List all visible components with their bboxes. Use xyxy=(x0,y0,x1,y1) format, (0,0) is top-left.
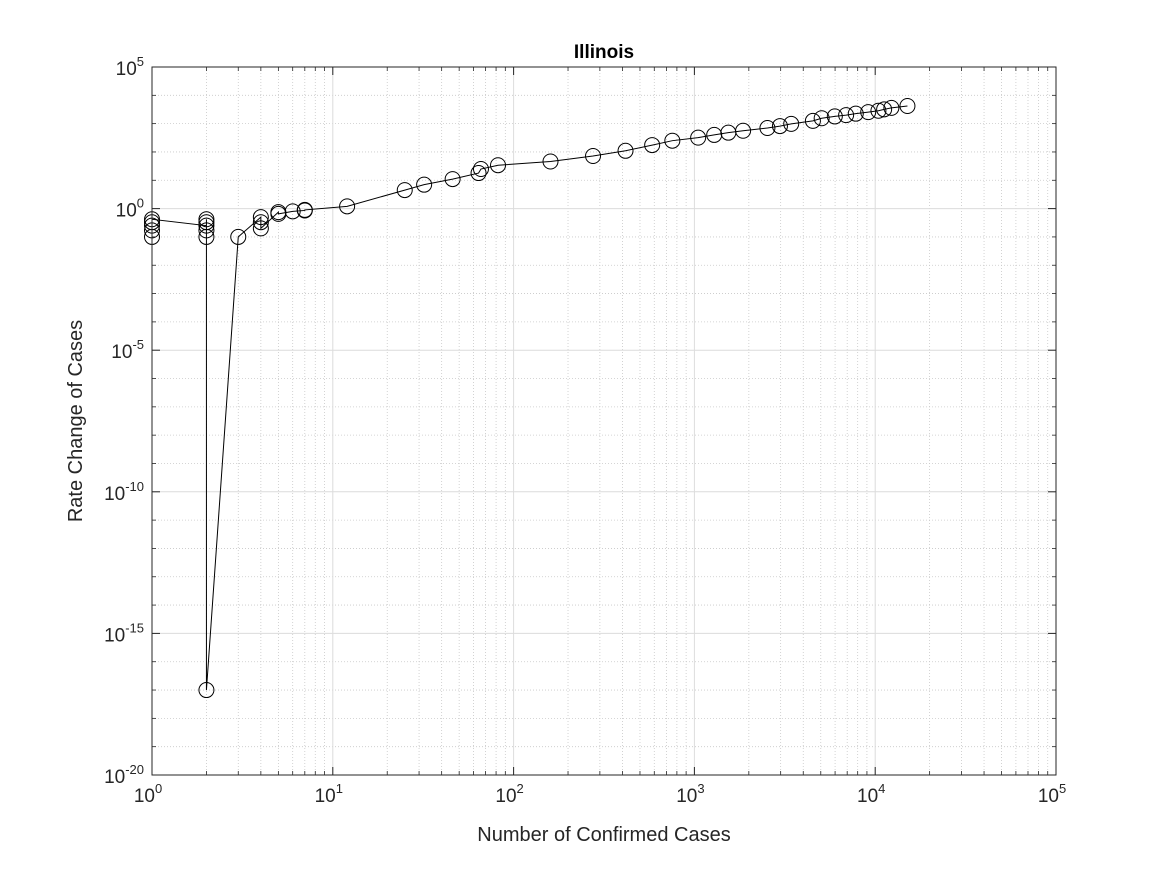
x-tick-label: 102 xyxy=(495,781,523,807)
y-tick-label: 10-20 xyxy=(104,762,144,788)
y-tick-base: 10 xyxy=(104,484,125,505)
data-point xyxy=(759,120,776,137)
y-tick-base: 10 xyxy=(116,201,137,222)
data-point xyxy=(771,118,788,135)
data-point xyxy=(783,115,800,132)
y-tick-exponent: -15 xyxy=(125,620,144,635)
data-point xyxy=(883,99,900,116)
data-point xyxy=(470,165,487,182)
y-tick-base: 10 xyxy=(104,767,125,788)
data-point xyxy=(198,682,215,699)
data-point xyxy=(252,209,269,226)
data-point xyxy=(472,161,489,178)
data-point xyxy=(585,148,602,165)
y-tick-base: 10 xyxy=(104,625,125,646)
plot-box xyxy=(151,66,1057,776)
y-axis-label: Rate Change of Cases xyxy=(65,320,87,522)
data-point xyxy=(690,129,707,146)
series-line xyxy=(151,105,908,691)
data-point xyxy=(198,211,215,228)
data-point xyxy=(396,182,413,199)
y-tick-exponent: 0 xyxy=(137,196,144,211)
y-tick-exponent: 5 xyxy=(137,54,144,69)
data-point xyxy=(252,214,269,231)
data-point xyxy=(198,222,215,239)
x-tick-exponent: 5 xyxy=(1059,781,1066,796)
data-point xyxy=(284,203,301,220)
data-point xyxy=(416,176,433,193)
data-point xyxy=(198,217,215,234)
tick-marks xyxy=(151,66,1057,776)
data-point xyxy=(296,201,313,218)
x-tick-label: 104 xyxy=(857,781,885,807)
data-point xyxy=(230,228,247,245)
data-point xyxy=(617,142,634,159)
data-point xyxy=(804,112,821,129)
x-axis-label: Number of Confirmed Cases xyxy=(477,824,730,846)
data-point xyxy=(252,220,269,237)
data-point xyxy=(706,126,723,143)
data-point xyxy=(870,102,887,119)
data-point xyxy=(198,214,215,231)
x-tick-exponent: 4 xyxy=(878,781,885,796)
y-tick-exponent: -20 xyxy=(125,762,144,777)
x-tick-label: 101 xyxy=(315,781,343,807)
data-point xyxy=(664,132,681,149)
y-tick-label: 10-5 xyxy=(111,337,144,363)
x-tick-exponent: 3 xyxy=(697,781,704,796)
x-tick-label: 103 xyxy=(676,781,704,807)
series-group xyxy=(144,97,916,699)
y-tick-label: 105 xyxy=(116,54,144,80)
data-point xyxy=(826,108,843,125)
y-tick-label: 100 xyxy=(116,196,144,222)
y-tick-exponent: -10 xyxy=(125,479,144,494)
x-tick-label: 105 xyxy=(1038,781,1066,807)
data-point xyxy=(444,171,461,188)
x-tick-label: 100 xyxy=(134,781,162,807)
y-tick-exponent: -5 xyxy=(132,337,144,352)
y-tick-label: 10-10 xyxy=(104,479,144,505)
x-tick-exponent: 1 xyxy=(336,781,343,796)
data-point xyxy=(490,157,507,174)
x-tick-exponent: 2 xyxy=(517,781,524,796)
data-point xyxy=(847,105,864,122)
data-point xyxy=(735,122,752,139)
y-tick-base: 10 xyxy=(116,59,137,80)
data-point xyxy=(876,101,893,118)
data-point xyxy=(860,104,877,121)
data-point xyxy=(644,137,661,154)
data-point xyxy=(813,110,830,127)
data-point xyxy=(899,97,916,114)
chart-title: Illinois xyxy=(574,42,634,63)
y-tick-base: 10 xyxy=(111,342,132,363)
minor-grid xyxy=(152,67,1056,775)
data-point xyxy=(838,107,855,124)
data-point xyxy=(542,153,559,170)
y-tick-label: 10-15 xyxy=(104,620,144,646)
plot-background xyxy=(152,67,1056,775)
x-tick-exponent: 0 xyxy=(155,781,162,796)
data-point xyxy=(339,198,356,215)
